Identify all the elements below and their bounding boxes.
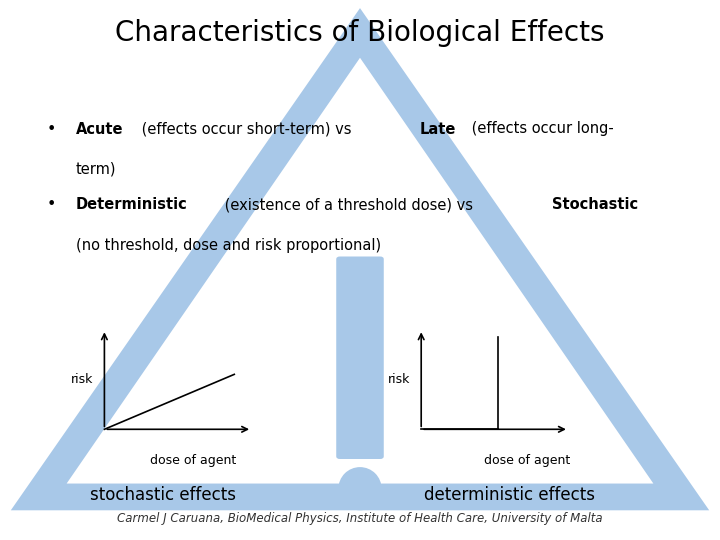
Text: Acute: Acute (76, 122, 123, 137)
Text: risk: risk (71, 373, 94, 386)
Text: Characteristics of Biological Effects: Characteristics of Biological Effects (115, 19, 605, 47)
Text: risk: risk (388, 373, 410, 386)
Text: •: • (47, 197, 56, 212)
Text: (effects occur long-: (effects occur long- (467, 122, 613, 137)
Text: Stochastic: Stochastic (552, 197, 639, 212)
Text: (existence of a threshold dose) vs: (existence of a threshold dose) vs (220, 197, 477, 212)
Text: (effects occur short-term) vs: (effects occur short-term) vs (137, 122, 356, 137)
Text: Deterministic: Deterministic (76, 197, 187, 212)
FancyBboxPatch shape (336, 256, 384, 459)
Text: dose of agent: dose of agent (485, 454, 570, 467)
Text: deterministic effects: deterministic effects (424, 486, 595, 504)
Text: (no threshold, dose and risk proportional): (no threshold, dose and risk proportiona… (76, 238, 381, 253)
Text: Late: Late (420, 122, 456, 137)
Text: Carmel J Caruana, BioMedical Physics, Institute of Health Care, University of Ma: Carmel J Caruana, BioMedical Physics, In… (117, 512, 603, 525)
Polygon shape (11, 8, 709, 510)
Polygon shape (67, 58, 653, 483)
Text: stochastic effects: stochastic effects (91, 486, 236, 504)
Text: dose of agent: dose of agent (150, 454, 236, 467)
Ellipse shape (338, 467, 382, 510)
Text: term): term) (76, 162, 116, 177)
Text: •: • (47, 122, 56, 137)
